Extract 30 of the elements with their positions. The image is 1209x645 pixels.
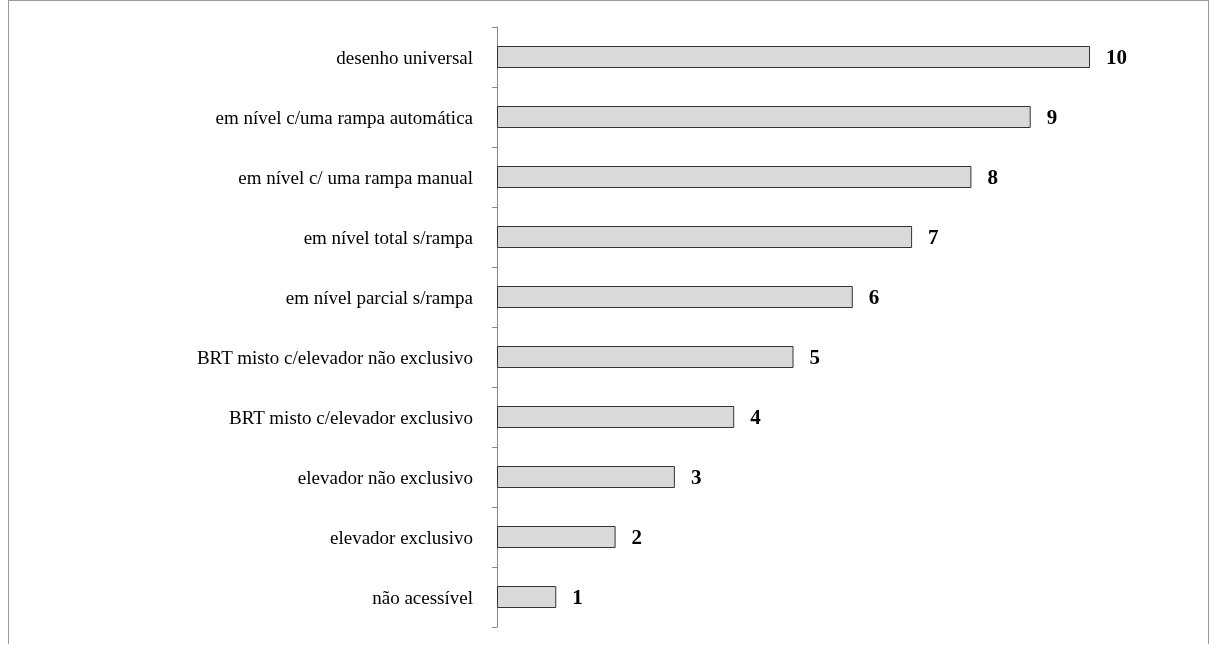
- bar: [497, 466, 675, 488]
- y-tick-label: em nível c/uma rampa automática: [215, 106, 474, 128]
- data-label: 5: [809, 345, 820, 369]
- y-tick-label: elevador exclusivo: [330, 526, 473, 548]
- data-label: 10: [1106, 45, 1127, 69]
- y-tick-label: em nível parcial s/rampa: [285, 286, 474, 308]
- data-label: 4: [750, 405, 762, 429]
- bar: [497, 286, 853, 308]
- bar: [497, 106, 1031, 128]
- bar: [497, 526, 616, 548]
- y-tick-label: desenho universal: [336, 46, 473, 68]
- data-label: 6: [868, 285, 880, 309]
- bar: [497, 46, 1090, 68]
- y-tick-label: em nível total s/rampa: [303, 226, 474, 248]
- data-label: 1: [572, 585, 583, 609]
- y-tick-label: BRT misto c/elevador exclusivo: [229, 406, 473, 428]
- y-tick-label: elevador não exclusivo: [297, 466, 473, 488]
- data-label: 9: [1046, 105, 1058, 129]
- y-tick-label: não acessível: [372, 586, 473, 608]
- y-tick-label: em nível c/ uma rampa manual: [238, 166, 473, 188]
- y-tick-label: BRT misto c/elevador não exclusivo: [196, 346, 473, 368]
- data-label: 8: [987, 165, 998, 189]
- data-label: 2: [631, 525, 643, 549]
- bar: [497, 226, 913, 248]
- bar: [497, 406, 735, 428]
- data-label: 3: [690, 465, 702, 489]
- bar: [497, 346, 794, 368]
- bar: [497, 586, 557, 608]
- data-label: 7: [928, 225, 939, 249]
- bar: [497, 166, 972, 188]
